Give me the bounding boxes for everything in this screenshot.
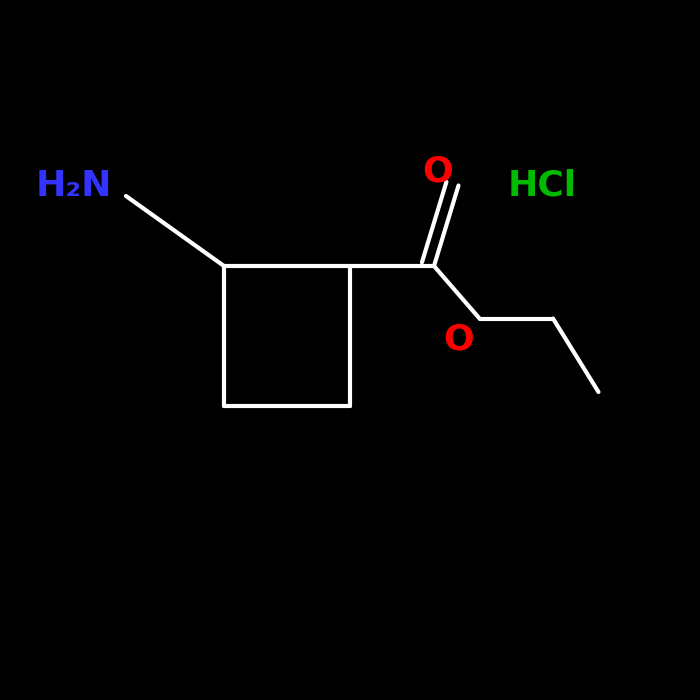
Text: O: O — [443, 323, 474, 356]
Text: O: O — [422, 155, 453, 188]
Text: H₂N: H₂N — [35, 169, 112, 202]
Text: HCl: HCl — [508, 169, 577, 202]
